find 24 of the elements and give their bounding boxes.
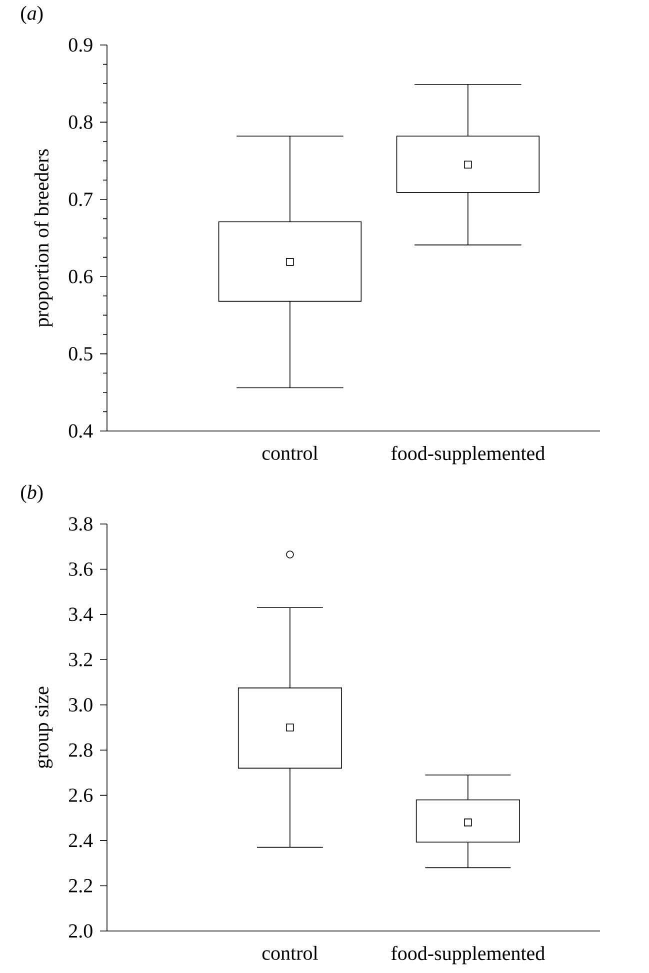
- y-tick-label: 0.4: [68, 424, 93, 438]
- y-tick-label: 3.0: [69, 698, 92, 712]
- y-tick-label: 2.8: [69, 743, 92, 757]
- y-tick-label: 0.8: [68, 115, 92, 129]
- x-tick-label: control: [262, 446, 318, 460]
- y-tick-label: 2.6: [69, 788, 93, 802]
- y-tick-label: 3.8: [69, 517, 92, 531]
- y-tick-label: 0.6: [68, 270, 93, 284]
- x-tick-label: food-supplemented: [391, 946, 545, 964]
- y-tick-label: 2.4: [69, 834, 93, 848]
- y-tick-label: 3.6: [69, 562, 93, 576]
- y-tick-label: 0.5: [68, 347, 92, 361]
- text: (a): [21, 6, 43, 24]
- y-tick-label: 3.2: [69, 652, 92, 666]
- y-tick-label: 2.0: [69, 924, 92, 938]
- y-tick-label: 0.7: [68, 192, 93, 206]
- y-tick-label: 2.2: [69, 879, 92, 893]
- x-tick-label: control: [262, 946, 318, 960]
- y-axis-title: group size: [35, 686, 53, 768]
- y-axis-title: proportion of breeders: [34, 149, 53, 328]
- y-tick-label: 3.4: [69, 608, 93, 622]
- x-tick-label: food-supplemented: [391, 446, 545, 464]
- y-tick-label: 0.9: [68, 38, 92, 52]
- text: (b): [21, 484, 43, 504]
